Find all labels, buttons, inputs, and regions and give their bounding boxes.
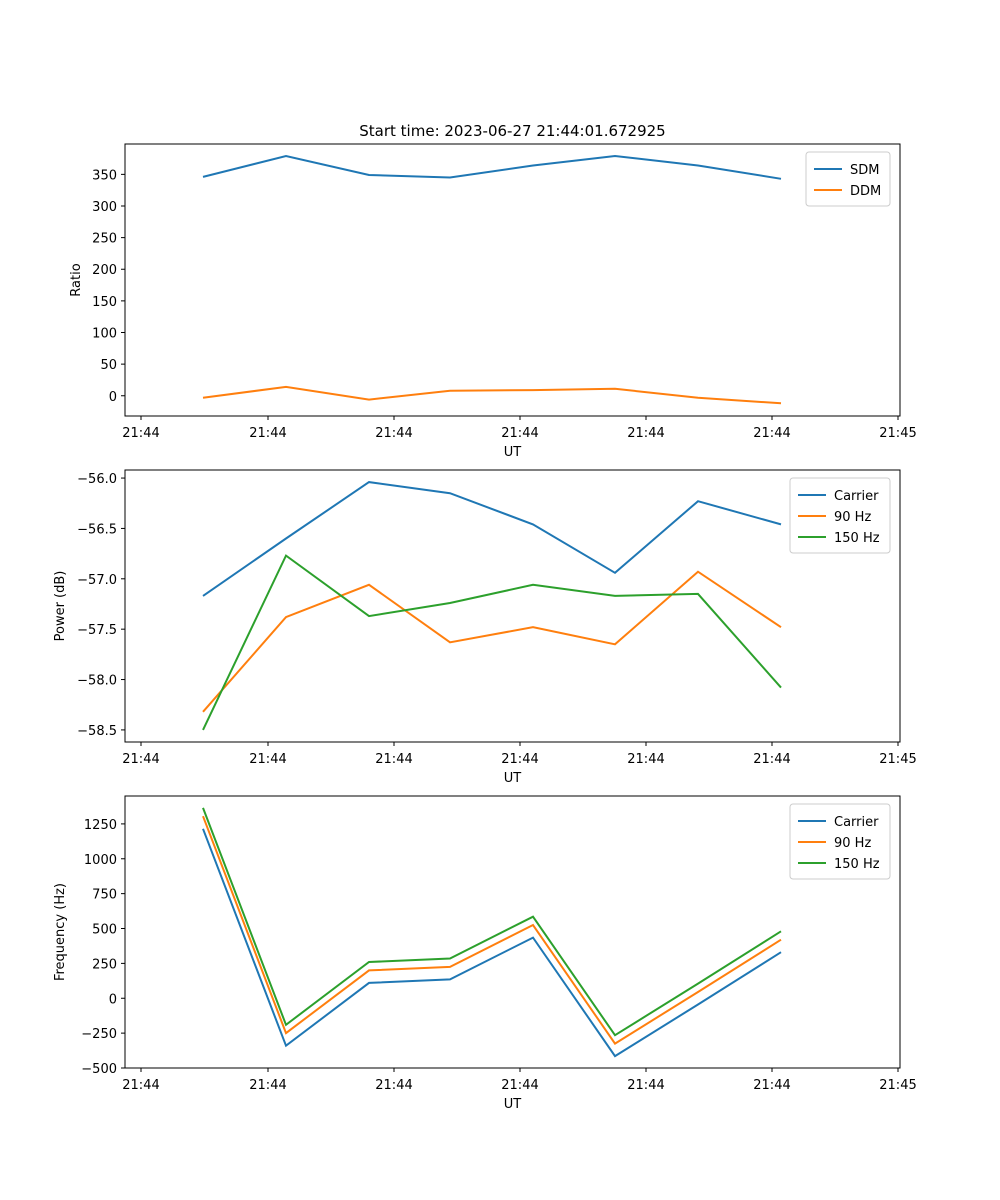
x-tick-label: 21:44	[753, 752, 790, 767]
legend: Carrier 90 Hz 150 Hz	[789, 803, 891, 880]
x-tick-label: 21:44	[122, 426, 159, 441]
y-tick-label: −57.0	[77, 573, 117, 588]
y-tick-label: −250	[81, 1027, 117, 1042]
x-tick-label: 21:44	[249, 752, 286, 767]
y-tick-label: 500	[92, 923, 117, 938]
series-line-150-hz	[202, 807, 782, 1037]
y-axis-label: Frequency (Hz)	[53, 883, 68, 981]
x-tick-label: 21:44	[122, 1078, 159, 1093]
y-tick-label: 150	[92, 295, 117, 310]
y-tick-label: 250	[92, 957, 117, 972]
y-tick-label: 0	[109, 390, 117, 405]
figure-title: Start time: 2023-06-27 21:44:01.672925	[359, 122, 665, 140]
y-tick-label: 50	[100, 358, 117, 373]
y-tick-label: −56.0	[77, 472, 117, 487]
y-tick-label: 0	[109, 992, 117, 1007]
x-tick-label: 21:44	[249, 426, 286, 441]
x-tick-label: 21:44	[122, 752, 159, 767]
plot-frame	[124, 795, 901, 1069]
y-tick-label: −56.5	[77, 522, 117, 537]
legend-label: Carrier	[834, 489, 879, 504]
x-axis-label: UT	[504, 445, 522, 460]
chart-panel-2: −58.5 −58.0 −57.5 −57.0 −56.5 −56.0 21:44 21:44…	[53, 469, 917, 786]
x-tick-label: 21:45	[879, 752, 916, 767]
y-tick-label: 200	[92, 263, 117, 278]
chart-panel-3: −500 −250 0 250 500 750 1000 1250 21:44 21:44 21:4…	[53, 795, 917, 1112]
y-axis-label: Power (dB)	[53, 571, 68, 642]
x-tick-label: 21:44	[501, 1078, 538, 1093]
y-tick-label: −57.5	[77, 623, 117, 638]
series-line-ddm	[202, 385, 782, 405]
x-axis-label: UT	[504, 771, 522, 786]
x-tick-label: 21:44	[501, 752, 538, 767]
x-tick-label: 21:44	[753, 426, 790, 441]
series-line-carrier	[202, 481, 782, 597]
y-tick-label: 750	[92, 888, 117, 903]
legend-frame	[789, 803, 891, 880]
x-tick-label: 21:44	[375, 426, 412, 441]
series-line-sdm	[202, 154, 782, 180]
y-tick-label: 1250	[84, 818, 117, 833]
plot-frame	[124, 143, 901, 417]
y-tick-label: 250	[92, 232, 117, 247]
y-tick-label: 100	[92, 327, 117, 342]
legend-label: 150 Hz	[834, 857, 880, 872]
legend-frame	[789, 477, 891, 554]
x-tick-label: 21:44	[249, 1078, 286, 1093]
x-tick-label: 21:44	[627, 752, 664, 767]
legend-label: 150 Hz	[834, 531, 880, 546]
series-line-90-hz	[202, 815, 782, 1045]
x-tick-label: 21:45	[879, 426, 916, 441]
x-tick-label: 21:44	[375, 752, 412, 767]
x-tick-label: 21:44	[627, 1078, 664, 1093]
plot-frame	[124, 469, 901, 743]
y-tick-label: −58.5	[77, 724, 117, 739]
y-tick-label: 1000	[84, 853, 117, 868]
series-line-90-hz	[202, 570, 782, 713]
x-tick-label: 21:44	[501, 426, 538, 441]
legend-frame	[805, 151, 891, 207]
y-tick-label: −500	[81, 1062, 117, 1077]
series-line-150-hz	[202, 554, 782, 731]
y-tick-label: 300	[92, 200, 117, 215]
legend: Carrier 90 Hz 150 Hz	[789, 477, 891, 554]
x-tick-label: 21:44	[627, 426, 664, 441]
legend-label: DDM	[850, 184, 881, 199]
x-tick-label: 21:45	[879, 1078, 916, 1093]
x-tick-label: 21:44	[375, 1078, 412, 1093]
legend-label: 90 Hz	[834, 510, 871, 525]
y-tick-label: −58.0	[77, 674, 117, 689]
legend: SDM DDM	[805, 151, 891, 207]
x-axis-label: UT	[504, 1097, 522, 1112]
legend-label: Carrier	[834, 815, 879, 830]
series-line-carrier	[202, 828, 782, 1058]
x-tick-label: 21:44	[753, 1078, 790, 1093]
y-axis-label: Ratio	[69, 263, 84, 296]
chart-panel-1: 0 50 100 150 200 250 300 350 21:44 21:44 21:44 21:4…	[69, 143, 917, 460]
legend-label: 90 Hz	[834, 836, 871, 851]
legend-label: SDM	[850, 163, 879, 178]
y-tick-label: 350	[92, 168, 117, 183]
